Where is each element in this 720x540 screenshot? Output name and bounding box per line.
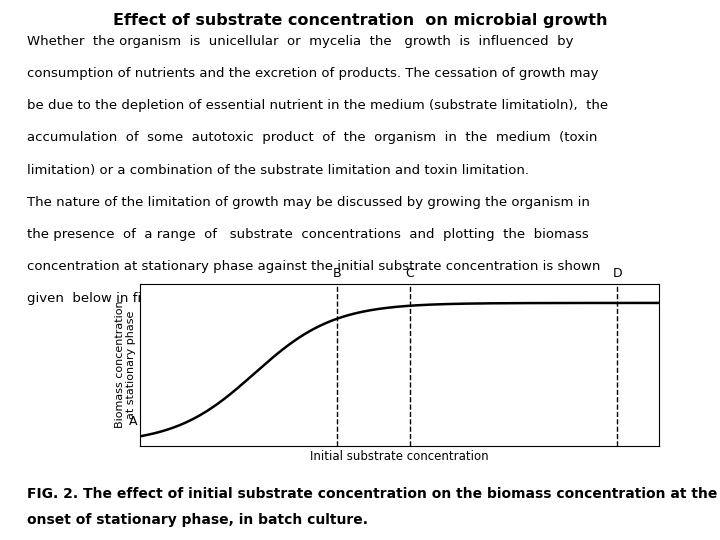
Text: be due to the depletion of essential nutrient in the medium (substrate limitatio: be due to the depletion of essential nut… <box>27 99 608 112</box>
Text: given  below in fig 2:: given below in fig 2: <box>27 292 167 305</box>
Text: concentration at stationary phase against the initial substrate concentration is: concentration at stationary phase agains… <box>27 260 600 273</box>
X-axis label: Initial substrate concentration: Initial substrate concentration <box>310 450 489 463</box>
Text: D: D <box>613 267 622 280</box>
Text: A: A <box>130 415 138 428</box>
Text: Effect of substrate concentration  on microbial growth: Effect of substrate concentration on mic… <box>113 14 607 29</box>
Text: B: B <box>333 267 342 280</box>
Text: limitation) or a combination of the substrate limitation and toxin limitation.: limitation) or a combination of the subs… <box>27 164 529 177</box>
Text: the presence  of  a range  of   substrate  concentrations  and  plotting  the  b: the presence of a range of substrate con… <box>27 228 589 241</box>
Text: C: C <box>405 267 414 280</box>
Text: Whether  the organism  is  unicellular  or  mycelia  the   growth  is  influence: Whether the organism is unicellular or m… <box>27 35 574 48</box>
Text: The nature of the limitation of growth may be discussed by growing the organism : The nature of the limitation of growth m… <box>27 195 590 209</box>
Text: accumulation  of  some  autotoxic  product  of  the  organism  in  the  medium  : accumulation of some autotoxic product o… <box>27 131 598 145</box>
Y-axis label: Biomass concentration
at stationary phase: Biomass concentration at stationary phas… <box>114 301 136 428</box>
Text: FIG. 2. The effect of initial substrate concentration on the biomass concentrati: FIG. 2. The effect of initial substrate … <box>27 487 718 501</box>
Text: consumption of nutrients and the excretion of products. The cessation of growth : consumption of nutrients and the excreti… <box>27 67 599 80</box>
Text: onset of stationary phase, in batch culture.: onset of stationary phase, in batch cult… <box>27 513 369 527</box>
